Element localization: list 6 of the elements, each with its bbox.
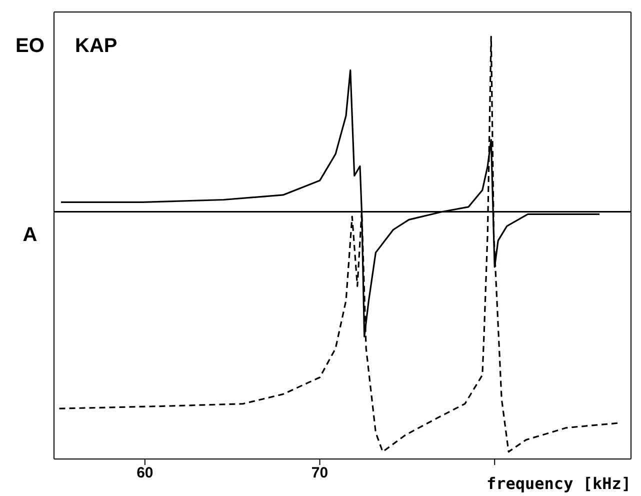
x-tick-label: 60 <box>136 464 154 482</box>
x-tick-label: 70 <box>311 464 328 482</box>
x-axis-title: frequency [kHz] <box>486 474 631 493</box>
text: A <box>22 224 38 246</box>
text: EO <box>14 34 46 57</box>
annotation: KAP <box>75 34 118 57</box>
